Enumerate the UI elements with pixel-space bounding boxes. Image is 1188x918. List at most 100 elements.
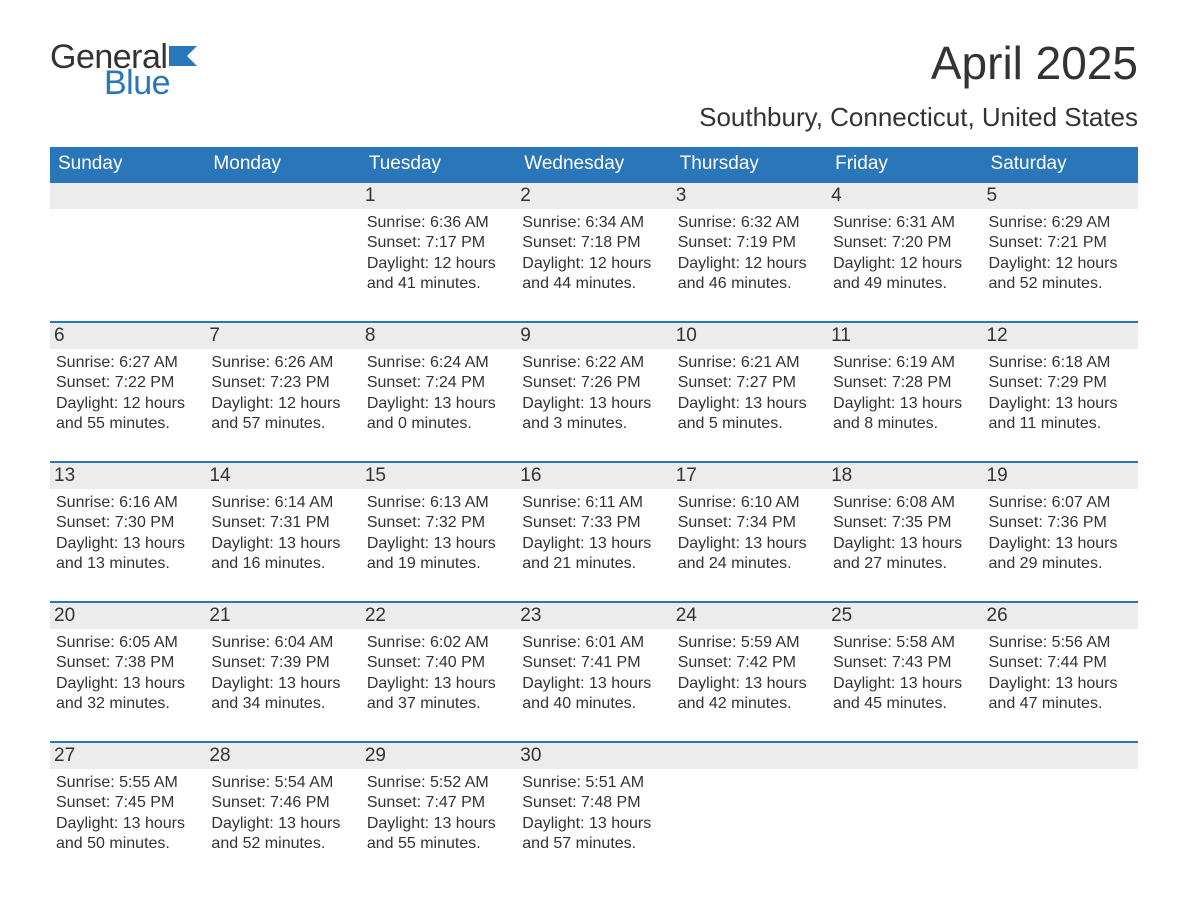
calendar-cell: 1Sunrise: 6:36 AMSunset: 7:17 PMDaylight… [361, 182, 516, 322]
daylight-line: Daylight: 12 hours and 44 minutes. [522, 254, 665, 295]
day-body: Sunrise: 6:11 AMSunset: 7:33 PMDaylight:… [522, 493, 665, 575]
calendar-cell: 5 Sunrise: 6:29 AMSunset: 7:21 PMDaylight… [983, 182, 1138, 322]
day-body: Sunrise: 5:59 AMSunset: 7:42 PMDaylight:… [678, 633, 821, 715]
col-header: Saturday [983, 147, 1138, 182]
calendar-cell: 9 Sunrise: 6:22 AMSunset: 7:26 PMDaylight… [516, 322, 671, 462]
sunrise-line: Sunrise: 6:31 AM [833, 213, 976, 233]
day-number [983, 743, 1138, 769]
daylight-line: Daylight: 13 hours and 32 minutes. [56, 674, 199, 715]
day-body: Sunrise: 6:29 AMSunset: 7:21 PMDaylight:… [989, 213, 1132, 295]
day-number: 30 [516, 743, 671, 769]
day-body: Sunrise: 6:10 AMSunset: 7:34 PMDaylight:… [678, 493, 821, 575]
sunrise-line: Sunrise: 6:04 AM [211, 633, 354, 653]
sunrise-line: Sunrise: 6:34 AM [522, 213, 665, 233]
day-number: 17 [672, 463, 827, 489]
day-number: 6 [50, 323, 205, 349]
day-body: Sunrise: 6:02 AMSunset: 7:40 PMDaylight:… [367, 633, 510, 715]
day-number: 12 [983, 323, 1138, 349]
day-body: Sunrise: 6:22 AMSunset: 7:26 PMDaylight:… [522, 353, 665, 435]
daylight-line: Daylight: 13 hours and 34 minutes. [211, 674, 354, 715]
calendar-cell: 25Sunrise: 5:58 AMSunset: 7:43 PMDayligh… [827, 602, 982, 742]
calendar-week: 20Sunrise: 6:05 AMSunset: 7:38 PMDayligh… [50, 602, 1138, 742]
sunrise-line: Sunrise: 6:14 AM [211, 493, 354, 513]
sunset-line: Sunset: 7:39 PM [211, 653, 354, 673]
day-number: 8 [361, 323, 516, 349]
sunrise-line: Sunrise: 6:18 AM [989, 353, 1132, 373]
daylight-line: Daylight: 13 hours and 52 minutes. [211, 814, 354, 855]
calendar-cell: 22 Sunrise: 6:02 AMSunset: 7:40 PMDayligh… [361, 602, 516, 742]
calendar-cell: 30Sunrise: 5:51 AMSunset: 7:48 PMDayligh… [516, 742, 671, 882]
sunset-line: Sunset: 7:30 PM [56, 513, 199, 533]
day-number: 3 [672, 183, 827, 209]
calendar-week: 13Sunrise: 6:16 AMSunset: 7:30 PMDayligh… [50, 462, 1138, 602]
calendar-cell: 13Sunrise: 6:16 AMSunset: 7:30 PMDayligh… [50, 462, 205, 602]
sunrise-line: Sunrise: 6:24 AM [367, 353, 510, 373]
day-body: Sunrise: 6:32 AMSunset: 7:19 PMDaylight:… [678, 213, 821, 295]
day-number: 4 [827, 183, 982, 209]
daylight-line: Daylight: 13 hours and 5 minutes. [678, 394, 821, 435]
sunrise-line: Sunrise: 6:02 AM [367, 633, 510, 653]
page: General Blue April 2025 Southbury, Conne… [0, 0, 1188, 912]
calendar-cell: 3 Sunrise: 6:32 AMSunset: 7:19 PMDaylight… [672, 182, 827, 322]
col-header: Wednesday [516, 147, 671, 182]
sunrise-line: Sunrise: 6:32 AM [678, 213, 821, 233]
day-number: 5 [983, 183, 1138, 209]
daylight-line: Daylight: 13 hours and 11 minutes. [989, 394, 1132, 435]
calendar-cell [672, 742, 827, 882]
sunrise-line: Sunrise: 6:07 AM [989, 493, 1132, 513]
day-number: 9 [516, 323, 671, 349]
calendar-table: Sunday Monday Tuesday Wednesday Thursday… [50, 147, 1138, 882]
day-body: Sunrise: 6:21 AMSunset: 7:27 PMDaylight:… [678, 353, 821, 435]
location: Southbury, Connecticut, United States [699, 102, 1138, 133]
daylight-line: Daylight: 13 hours and 0 minutes. [367, 394, 510, 435]
calendar-cell: 28Sunrise: 5:54 AMSunset: 7:46 PMDayligh… [205, 742, 360, 882]
daylight-line: Daylight: 13 hours and 21 minutes. [522, 534, 665, 575]
sunrise-line: Sunrise: 6:26 AM [211, 353, 354, 373]
sunset-line: Sunset: 7:33 PM [522, 513, 665, 533]
day-body: Sunrise: 5:58 AMSunset: 7:43 PMDaylight:… [833, 633, 976, 715]
calendar-cell: 4Sunrise: 6:31 AMSunset: 7:20 PMDaylight… [827, 182, 982, 322]
sunset-line: Sunset: 7:21 PM [989, 233, 1132, 253]
sunset-line: Sunset: 7:31 PM [211, 513, 354, 533]
sunset-line: Sunset: 7:45 PM [56, 793, 199, 813]
daylight-line: Daylight: 13 hours and 8 minutes. [833, 394, 976, 435]
calendar-cell: 10Sunrise: 6:21 AMSunset: 7:27 PMDayligh… [672, 322, 827, 462]
calendar-cell: 17 Sunrise: 6:10 AMSunset: 7:34 PMDayligh… [672, 462, 827, 602]
day-number: 2 [516, 183, 671, 209]
daylight-line: Daylight: 13 hours and 45 minutes. [833, 674, 976, 715]
sunset-line: Sunset: 7:42 PM [678, 653, 821, 673]
calendar-header-row: Sunday Monday Tuesday Wednesday Thursday… [50, 147, 1138, 182]
day-number: 27 [50, 743, 205, 769]
day-body: Sunrise: 5:52 AMSunset: 7:47 PMDaylight:… [367, 773, 510, 855]
daylight-line: Daylight: 12 hours and 41 minutes. [367, 254, 510, 295]
daylight-line: Daylight: 13 hours and 27 minutes. [833, 534, 976, 575]
sunrise-line: Sunrise: 6:01 AM [522, 633, 665, 653]
calendar-cell [983, 742, 1138, 882]
day-number: 22 [361, 603, 516, 629]
day-number [672, 743, 827, 769]
daylight-line: Daylight: 12 hours and 57 minutes. [211, 394, 354, 435]
calendar-cell: 15Sunrise: 6:13 AMSunset: 7:32 PMDayligh… [361, 462, 516, 602]
sunrise-line: Sunrise: 5:54 AM [211, 773, 354, 793]
col-header: Monday [205, 147, 360, 182]
sunset-line: Sunset: 7:22 PM [56, 373, 199, 393]
sunrise-line: Sunrise: 6:27 AM [56, 353, 199, 373]
day-body: Sunrise: 6:07 AMSunset: 7:36 PMDaylight:… [989, 493, 1132, 575]
daylight-line: Daylight: 13 hours and 37 minutes. [367, 674, 510, 715]
day-number: 7 [205, 323, 360, 349]
calendar-cell [827, 742, 982, 882]
calendar-cell [50, 182, 205, 322]
logo-word2: Blue [104, 66, 203, 100]
sunset-line: Sunset: 7:18 PM [522, 233, 665, 253]
day-body: Sunrise: 6:08 AMSunset: 7:35 PMDaylight:… [833, 493, 976, 575]
sunset-line: Sunset: 7:46 PM [211, 793, 354, 813]
day-number: 20 [50, 603, 205, 629]
day-number: 18 [827, 463, 982, 489]
sunset-line: Sunset: 7:38 PM [56, 653, 199, 673]
calendar-cell: 2 Sunrise: 6:34 AMSunset: 7:18 PMDaylight… [516, 182, 671, 322]
sunrise-line: Sunrise: 5:56 AM [989, 633, 1132, 653]
daylight-line: Daylight: 13 hours and 57 minutes. [522, 814, 665, 855]
sunset-line: Sunset: 7:48 PM [522, 793, 665, 813]
calendar-cell: 8Sunrise: 6:24 AMSunset: 7:24 PMDaylight… [361, 322, 516, 462]
sunset-line: Sunset: 7:26 PM [522, 373, 665, 393]
